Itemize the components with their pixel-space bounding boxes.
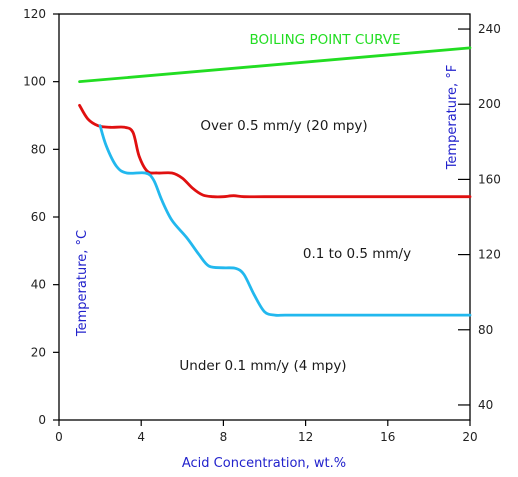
y2-tick-label: 160: [478, 172, 501, 186]
series-line-red: [78, 103, 472, 199]
region-label-under: Under 0.1 mm/y (4 mpy): [179, 358, 346, 374]
y2-axis-title: Temperature, °F: [445, 65, 460, 171]
region-label-mid: 0.1 to 0.5 mm/y: [303, 246, 411, 262]
x-tick-label: 16: [380, 430, 395, 444]
y-tick-label: 80: [31, 142, 46, 156]
series-line-cyan: [98, 124, 472, 317]
y2-tick-label: 120: [478, 248, 501, 262]
y-axis-title: Temperature, °C: [75, 230, 90, 337]
series-layer: [78, 46, 472, 317]
y-tick-label: 60: [31, 210, 46, 224]
x-tick-label: 8: [220, 430, 228, 444]
y-tick-label: 20: [31, 345, 46, 359]
y2-tick-label: 240: [478, 22, 501, 36]
plot-area: [58, 13, 471, 421]
y2-tick-label: 200: [478, 97, 501, 111]
x-tick-label: 4: [137, 430, 145, 444]
y-tick-label: 120: [23, 7, 46, 21]
x-tick-label: 12: [298, 430, 313, 444]
y-tick-label: 100: [23, 75, 46, 89]
series-line-boiling: [78, 46, 472, 84]
x-tick-label: 20: [462, 430, 477, 444]
region-label-over: Over 0.5 mm/y (20 mpy): [200, 118, 367, 134]
y2-tick-label: 80: [478, 323, 493, 337]
x-axis-title: Acid Concentration, wt.%: [182, 456, 346, 471]
y-tick-label: 0: [38, 413, 46, 427]
x-tick-label: 0: [55, 430, 63, 444]
boiling-curve-label: BOILING POINT CURVE: [249, 32, 400, 48]
y-tick-label: 40: [31, 278, 46, 292]
y2-tick-label: 40: [478, 398, 493, 412]
